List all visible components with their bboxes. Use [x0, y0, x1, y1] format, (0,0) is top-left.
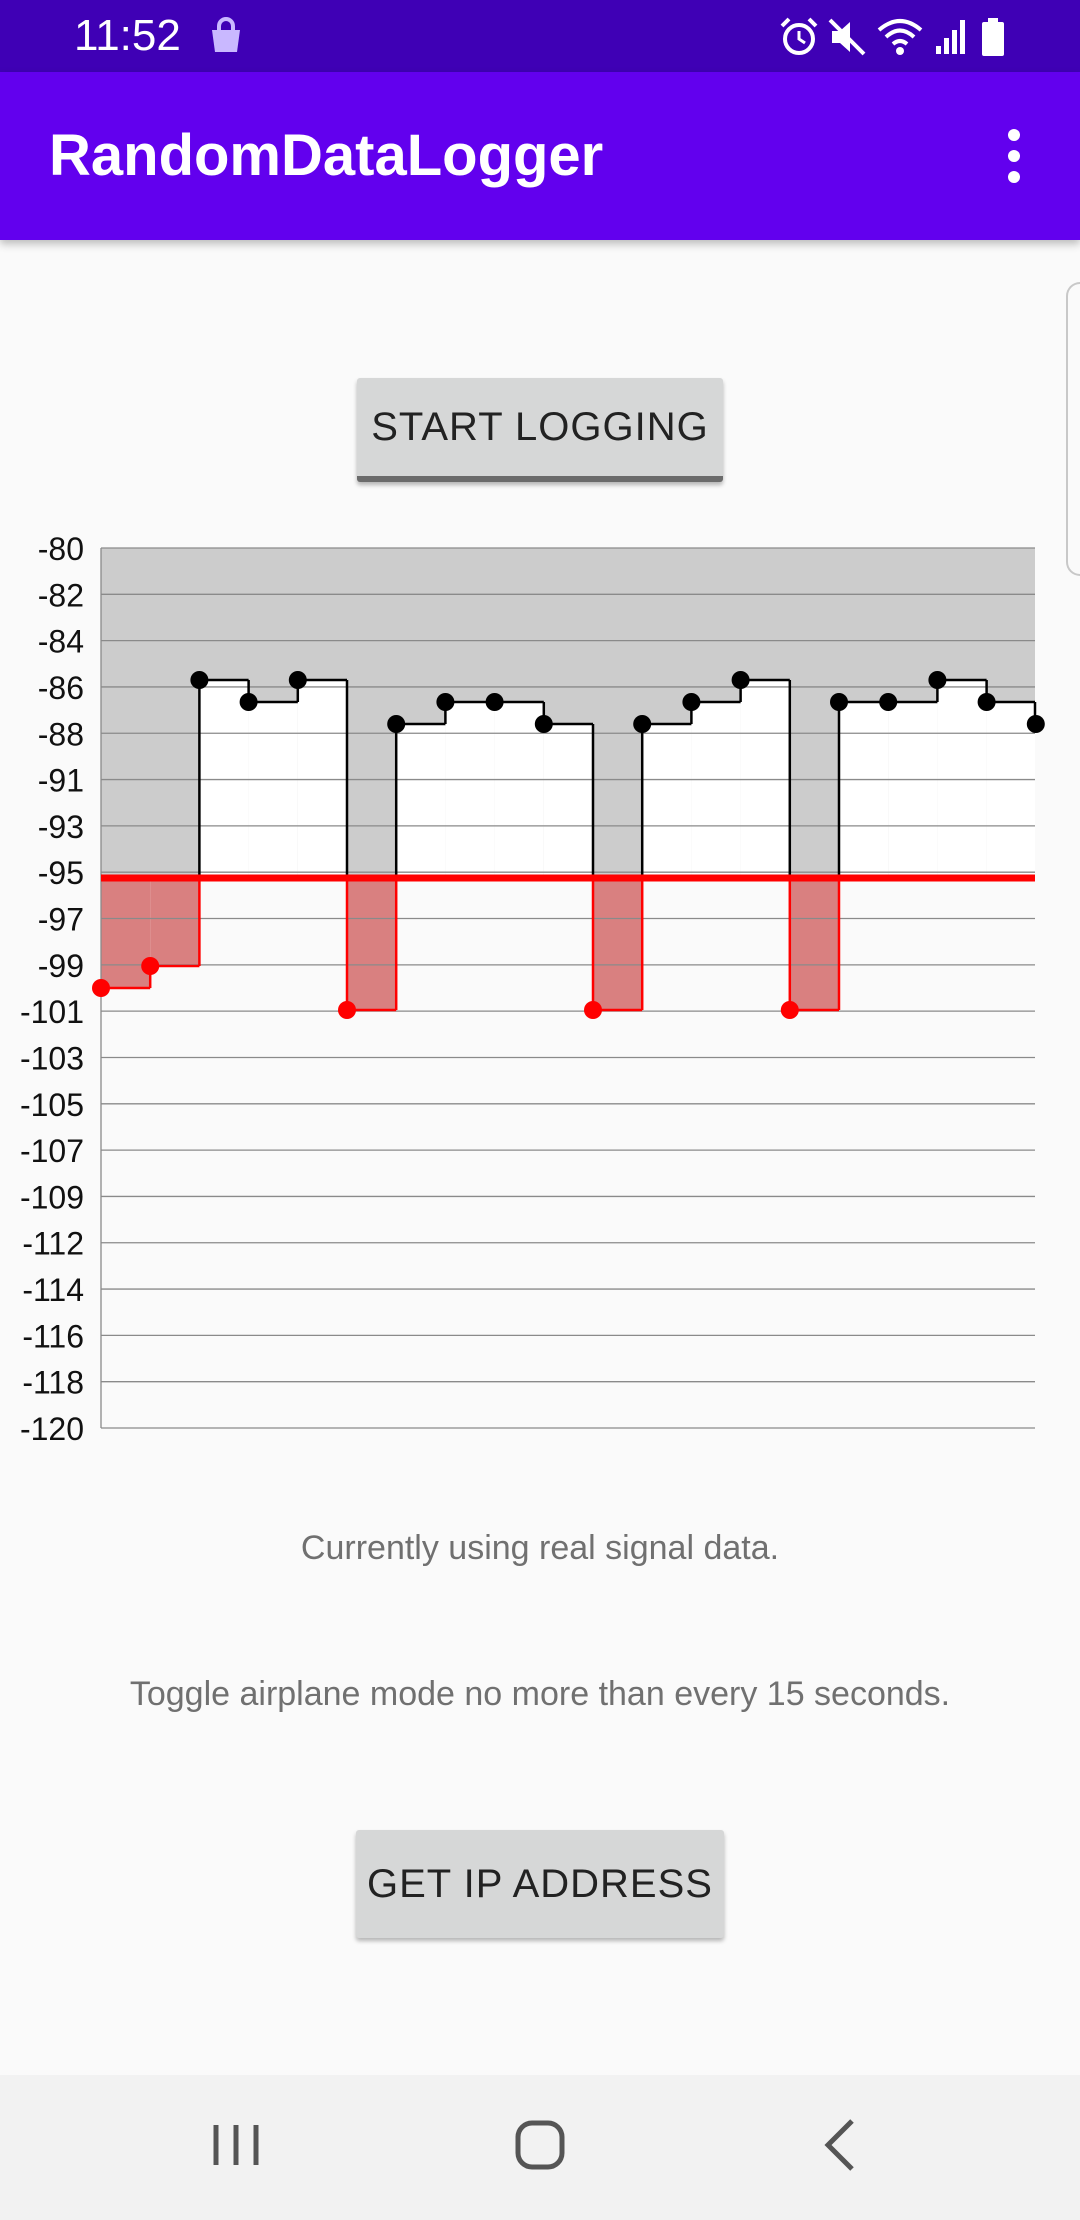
y-tick-label: -105	[20, 1087, 84, 1123]
y-tick-label: -91	[38, 763, 84, 799]
step-fill-above	[396, 724, 446, 878]
back-icon[interactable]	[812, 2105, 872, 2185]
step-fill-above	[888, 702, 938, 878]
data-point	[239, 693, 258, 711]
instructions-text: Toggle airplane mode no more than every …	[129, 1675, 951, 1713]
y-tick-label: -84	[38, 624, 84, 660]
more-vert-icon[interactable]	[990, 122, 1038, 190]
step-fill-above	[691, 702, 741, 878]
step-fill-below	[593, 878, 643, 1010]
data-point	[190, 671, 209, 689]
step-fill-above	[494, 702, 544, 878]
data-point	[92, 979, 110, 997]
y-tick-label: -88	[38, 716, 84, 752]
data-point	[584, 1001, 602, 1019]
status-time: 11:52	[74, 11, 181, 60]
y-tick-label: -95	[38, 855, 84, 891]
recent-apps-icon[interactable]	[206, 2105, 266, 2185]
data-point	[288, 671, 307, 689]
alarm-icon	[780, 17, 818, 55]
battery-icon	[982, 18, 1004, 56]
y-tick-label: -116	[22, 1318, 84, 1354]
data-point	[731, 671, 750, 689]
y-tick-label: -101	[20, 994, 84, 1030]
step-fill-above	[543, 724, 593, 878]
data-point	[1026, 715, 1045, 733]
y-tick-label: -86	[38, 670, 84, 706]
data-point	[633, 715, 652, 733]
data-point	[780, 1001, 799, 1019]
y-tick-label: -114	[22, 1272, 84, 1308]
data-point	[682, 693, 701, 711]
y-tick-label: -80	[38, 531, 84, 567]
start-logging-button[interactable]: START LOGGING	[357, 378, 723, 482]
step-fill-below	[347, 878, 397, 1010]
signal-icon	[936, 20, 965, 54]
data-point	[830, 693, 848, 711]
data-point	[879, 693, 898, 711]
y-tick-label: -82	[38, 577, 84, 613]
step-fill-below	[101, 878, 151, 988]
wifi-icon	[877, 19, 923, 55]
y-tick-label: -99	[38, 948, 84, 984]
data-point	[928, 671, 947, 689]
data-point	[485, 693, 504, 711]
y-tick-label: -112	[22, 1226, 84, 1262]
y-tick-label: -109	[20, 1179, 84, 1215]
mute-icon	[828, 18, 866, 56]
y-tick-label: -107	[20, 1133, 84, 1169]
step-fill-below	[150, 878, 200, 966]
data-point	[387, 715, 406, 733]
get-ip-address-button[interactable]: GET IP ADDRESS	[356, 1830, 724, 1938]
home-icon[interactable]	[510, 2105, 570, 2185]
y-tick-label: -93	[38, 809, 84, 845]
data-point	[977, 693, 996, 711]
data-source-text: Currently using real signal data.	[300, 1529, 780, 1567]
step-fill-below	[789, 878, 839, 1010]
step-fill-above	[642, 724, 692, 878]
step-fill-above	[445, 702, 495, 878]
data-point	[141, 957, 160, 975]
step-fill-above	[839, 702, 889, 878]
y-tick-label: -120	[20, 1411, 84, 1447]
data-point	[436, 693, 455, 711]
y-tick-label: -97	[38, 902, 84, 938]
app-title: RandomDataLogger	[49, 123, 604, 188]
status-bar: 11:52	[0, 0, 1080, 72]
navigation-bar	[0, 2075, 1080, 2220]
y-tick-label: -103	[20, 1040, 84, 1076]
signal-chart: -80 -82 -84 -86 -88 -91 -93 -95 -97 -99 -101 -103 -1…	[20, 531, 1045, 1447]
data-point	[534, 715, 553, 733]
data-point	[338, 1001, 356, 1019]
app-bar: RandomDataLogger	[0, 72, 1080, 240]
y-tick-label: -118	[22, 1365, 84, 1401]
shopping-bag-icon	[212, 17, 240, 52]
step-fill-above	[986, 702, 1035, 878]
step-fill-above	[248, 702, 298, 878]
